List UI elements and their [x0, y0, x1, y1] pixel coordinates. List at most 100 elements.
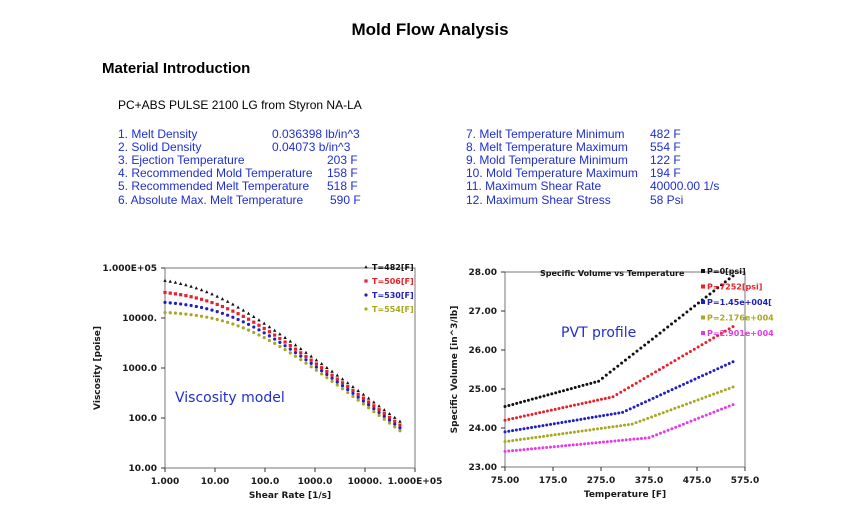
- data-point: [565, 388, 569, 392]
- data-point: [507, 439, 511, 443]
- data-point: [252, 314, 256, 319]
- data-point: [545, 445, 549, 449]
- data-point: [658, 331, 662, 335]
- legend-marker: [701, 269, 705, 273]
- data-point: [364, 265, 368, 269]
- data-point: [708, 412, 712, 416]
- data-point: [561, 432, 565, 436]
- data-point: [246, 322, 251, 326]
- data-point: [351, 394, 355, 398]
- data-point: [346, 387, 350, 392]
- data-point: [387, 411, 392, 416]
- y-tick-label: 24.00: [469, 424, 497, 434]
- data-point: [571, 443, 575, 447]
- data-point: [515, 401, 519, 405]
- data-point: [538, 411, 542, 415]
- data-point: [553, 407, 557, 411]
- data-point: [330, 373, 334, 377]
- data-point: [560, 420, 564, 424]
- data-point: [682, 382, 686, 386]
- data-point: [647, 436, 651, 440]
- data-point: [194, 304, 198, 309]
- data-point: [560, 444, 564, 448]
- data-point: [685, 310, 689, 314]
- property-value: 482 F: [650, 127, 681, 141]
- data-point: [609, 439, 613, 443]
- data-point: [588, 428, 592, 432]
- data-point: [168, 311, 172, 315]
- data-point: [655, 433, 659, 437]
- data-point: [340, 377, 345, 381]
- data-point: [530, 397, 534, 401]
- data-point: [562, 389, 565, 393]
- data-point: [630, 383, 634, 387]
- data-point: [592, 427, 596, 431]
- data-point: [632, 437, 636, 441]
- data-point: [194, 296, 198, 300]
- data-point: [597, 379, 601, 383]
- data-point: [636, 437, 640, 441]
- data-point: [723, 406, 727, 410]
- data-point: [514, 428, 518, 432]
- property-label: 1. Melt Density: [118, 127, 198, 141]
- property-label: 10. Mold Temperature Maximum: [466, 166, 638, 180]
- data-point: [241, 326, 245, 330]
- data-point: [364, 293, 368, 297]
- data-point: [262, 321, 266, 325]
- data-point: [361, 392, 366, 396]
- data-point: [593, 380, 597, 384]
- data-point: [556, 444, 560, 448]
- legend-label: T=506[F]: [372, 277, 414, 286]
- data-point: [607, 396, 611, 400]
- data-point: [631, 352, 635, 356]
- data-point: [299, 354, 303, 358]
- legend-marker: [701, 300, 705, 304]
- data-point: [731, 274, 735, 278]
- data-point: [522, 427, 526, 431]
- chart-annotation: PVT profile: [561, 325, 636, 341]
- material-name: PC+ABS PULSE 2100 LG from Styron NA-LA: [118, 98, 362, 112]
- data-point: [503, 430, 507, 434]
- data-point: [278, 340, 282, 344]
- data-point: [330, 379, 334, 383]
- data-point: [346, 390, 350, 395]
- data-point: [579, 417, 583, 421]
- data-point: [309, 365, 313, 369]
- data-point: [184, 294, 188, 298]
- data-point: [533, 425, 537, 429]
- y-tick-label: 1.000E+05: [102, 264, 157, 274]
- data-point: [712, 289, 716, 293]
- data-point: [325, 365, 329, 369]
- data-point: [210, 308, 214, 312]
- data-point: [598, 414, 602, 418]
- data-point: [220, 311, 225, 315]
- property-value: 122 F: [650, 153, 681, 167]
- data-point: [681, 313, 685, 317]
- data-point: [594, 441, 598, 445]
- data-point: [252, 330, 256, 335]
- data-point: [592, 399, 596, 403]
- data-point: [590, 441, 594, 445]
- legend-label: T=554[F]: [372, 305, 414, 314]
- data-point: [564, 444, 568, 448]
- data-point: [688, 401, 692, 405]
- data-point: [708, 394, 712, 398]
- legend-label: T=530[F]: [372, 291, 414, 300]
- data-point: [549, 433, 553, 437]
- data-point: [719, 389, 723, 393]
- data-point: [643, 436, 647, 440]
- property-label: 4. Recommended Mold Temperature: [118, 166, 313, 180]
- data-point: [507, 429, 511, 433]
- data-point: [696, 345, 700, 349]
- data-point: [241, 314, 245, 318]
- data-point: [288, 343, 292, 348]
- data-point: [594, 415, 598, 419]
- data-point: [364, 307, 368, 311]
- data-point: [602, 414, 606, 418]
- data-point: [231, 302, 235, 306]
- data-point: [666, 325, 670, 329]
- data-point: [393, 419, 397, 423]
- data-point: [205, 290, 209, 294]
- data-point: [226, 320, 230, 324]
- data-point: [241, 320, 245, 324]
